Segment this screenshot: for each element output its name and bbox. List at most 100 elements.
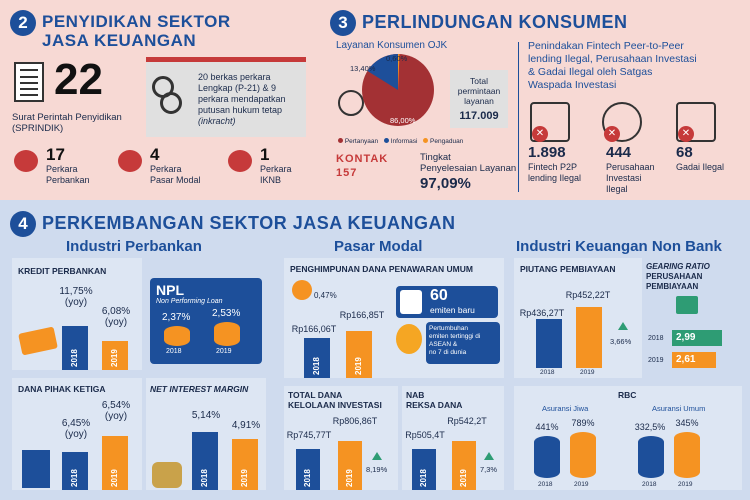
pie-label-informasi: 13,40% bbox=[350, 64, 376, 73]
handcuffs-icon-ring bbox=[160, 92, 182, 114]
emiten-value: 60 bbox=[430, 287, 448, 304]
legend-pertanyaan: Pertanyaan bbox=[344, 138, 379, 145]
legend-informasi: Informasi bbox=[390, 138, 418, 145]
penghimpunan-title: PENGHIMPUNAN DANA PENAWARAN UMUM bbox=[290, 264, 473, 274]
case-box: 20 berkas perkara Lengkap (P-21) & 9 per… bbox=[146, 57, 306, 137]
umbrella-icon bbox=[228, 150, 252, 172]
rbc-umum-2019-value: 345% bbox=[675, 418, 699, 428]
rbc-umum-2018-value: 332,5% bbox=[634, 422, 666, 432]
case-text-line2: Lengkap (P-21) & 9 bbox=[198, 83, 277, 93]
npl-title: NPL bbox=[156, 282, 184, 298]
section-4-title: PERKEMBANGAN SEKTOR JASA KEUANGAN bbox=[42, 213, 456, 233]
dpk-bar-2018-label: 2018 bbox=[70, 469, 79, 487]
illegal-fintech-label: Fintech P2P lending Ilegal bbox=[528, 162, 581, 184]
dpk-bar-2019-label: 2019 bbox=[110, 469, 119, 487]
stat-iknb-label: Perkara IKNB bbox=[260, 164, 292, 186]
gearing-year-2018: 2018 bbox=[648, 335, 664, 342]
panel-piutang: PIUTANG PEMBIAYAAN Rp436,27T Rp452,22T 2… bbox=[514, 258, 642, 378]
fintech-icon bbox=[530, 102, 570, 142]
kredit-2018-value-line1: 11,75% bbox=[59, 286, 93, 297]
nim-title: NET INTEREST MARGIN bbox=[150, 384, 249, 394]
penghimpunan-2019-value: Rp166,85T bbox=[339, 310, 385, 320]
rbc-jiwa-2019-value: 789% bbox=[571, 418, 595, 428]
gearing-year-2019: 2019 bbox=[648, 357, 664, 364]
tdki-title-line1: TOTAL DANA bbox=[288, 390, 343, 400]
rbc-umum-coin-2018 bbox=[638, 436, 664, 478]
emiten-box: 60 emiten baru bbox=[396, 286, 498, 318]
tdki-title: TOTAL DANA KELOLAAN INVESTASI bbox=[288, 390, 382, 410]
illegal-investasi-value: 444 bbox=[606, 144, 632, 161]
legend-dot-informasi bbox=[383, 138, 389, 143]
npl-2019-value: 2,53% bbox=[212, 308, 241, 319]
sprindik-label-line1: Surat Perintah Penyidikan bbox=[12, 112, 122, 123]
sprindik-label: Surat Perintah Penyidikan (SPRINDIK) bbox=[12, 112, 122, 134]
stat-pasar-modal-value: 4 bbox=[150, 145, 160, 164]
dpk-2018-value-line1: 6,45% bbox=[61, 418, 91, 429]
stat-iknb-label-line2: IKNB bbox=[260, 175, 282, 185]
kredit-2018-value-line2: (yoy) bbox=[64, 297, 88, 308]
illegal-investasi-label-line1: Perusahaan bbox=[606, 162, 655, 172]
total-layanan-box: Total permintaan layanan 117.009 bbox=[450, 70, 508, 128]
rbc-jiwa-label: Asuransi Jiwa bbox=[542, 404, 589, 413]
nab-bar-2019: 2019 bbox=[452, 441, 476, 490]
total-layanan-value: 117.009 bbox=[459, 110, 499, 122]
emiten-building-icon bbox=[400, 290, 422, 314]
kredit-title: KREDIT PERBANKAN bbox=[18, 266, 107, 276]
illegal-gadai-label: Gadai Ilegal bbox=[676, 162, 725, 172]
tdki-up-arrow-icon bbox=[372, 452, 382, 460]
growth-line2: emiten tertinggi di bbox=[429, 333, 481, 340]
piutang-year-2018: 2018 bbox=[540, 369, 555, 376]
legend-dot-pengaduan bbox=[423, 138, 429, 143]
kredit-bar-2019-label: 2019 bbox=[110, 349, 119, 367]
piutang-title: PIUTANG PEMBIAYAAN bbox=[520, 264, 616, 274]
gearing-title-line1: GEARING RATIO bbox=[646, 262, 710, 271]
layanan-title: Layanan Konsumen OJK bbox=[336, 40, 448, 51]
total-layanan-label-line2: permintaan bbox=[457, 86, 501, 96]
growth-line3: ASEAN & bbox=[429, 341, 458, 348]
panel-penghimpunan: PENGHIMPUNAN DANA PENAWARAN UMUM 0,47% R… bbox=[284, 258, 504, 378]
case-text-line3: perkara mendapatkan bbox=[198, 94, 286, 104]
npl-year-2019: 2019 bbox=[216, 348, 232, 355]
kredit-bar-2019: 2019 bbox=[102, 341, 128, 370]
sprindik-count: 22 bbox=[54, 55, 103, 104]
penindakan-line4: Waspada Investasi bbox=[528, 79, 617, 91]
kontak-value: 97,09% bbox=[420, 175, 471, 192]
panel-nim: NET INTEREST MARGIN 5,14% 4,91% 2018 201… bbox=[146, 378, 266, 490]
total-layanan-label: Total permintaan layanan bbox=[450, 76, 508, 106]
penghimpunan-bar-2019: 2019 bbox=[346, 331, 372, 378]
stat-pasar-modal-label: Perkara Pasar Modal bbox=[150, 164, 201, 186]
penghimpunan-bar-2019-label: 2019 bbox=[354, 357, 363, 375]
pawn-hand-icon bbox=[676, 102, 716, 142]
col-pasar-modal-title: Pasar Modal bbox=[334, 238, 423, 255]
emiten-label: emiten baru bbox=[430, 305, 475, 315]
tdki-bar-2019: 2019 bbox=[338, 441, 362, 490]
illegal-gadai-value: 68 bbox=[676, 144, 693, 161]
npl-subtitle: Non Performing Loan bbox=[156, 298, 223, 305]
penindakan-line3: & Gadai Ilegal oleh Satgas bbox=[528, 66, 653, 78]
stat-pasar-modal-label-line1: Perkara bbox=[150, 164, 182, 174]
rbc-umum-coin-2019 bbox=[674, 432, 700, 478]
growth-line4: no 7 di dunia bbox=[429, 349, 467, 356]
document-icon bbox=[14, 62, 44, 102]
illegal-investasi-label-line3: Ilegal bbox=[606, 184, 628, 194]
case-text-line1: 20 berkas perkara bbox=[198, 72, 271, 82]
npl-coin-stack-2019 bbox=[214, 322, 240, 346]
gearing-title-line3: PEMBIAYAAN bbox=[646, 282, 699, 291]
panel-nab: NAB REKSA DANA Rp505,4T Rp542,2T 2018 20… bbox=[402, 386, 504, 490]
nim-bar-2019-label: 2019 bbox=[240, 469, 249, 487]
fintech-x-icon: ✕ bbox=[532, 126, 548, 142]
kontak-logo: KONTAK 157 bbox=[336, 153, 389, 179]
legend-dot-pertanyaan bbox=[338, 138, 343, 143]
rbc-jiwa-year-2018: 2018 bbox=[538, 481, 553, 488]
chart-icon bbox=[118, 150, 142, 172]
total-layanan-label-line1: Total bbox=[470, 76, 488, 86]
illegal-investasi-label: Perusahaan Investasi Ilegal bbox=[606, 162, 655, 195]
sprindik-label-line2: (SPRINDIK) bbox=[12, 123, 64, 134]
nab-bar-2018-label: 2018 bbox=[419, 469, 428, 487]
kredit-2019-value: 6,08% (yoy) bbox=[96, 306, 136, 328]
pie-legend: Pertanyaan Informasi Pengaduan bbox=[338, 137, 463, 146]
illegal-fintech-value: 1.898 bbox=[528, 144, 566, 161]
nim-bar-2018: 2018 bbox=[192, 432, 218, 490]
section-3-title: PERLINDUNGAN KONSUMEN bbox=[362, 12, 628, 32]
penindakan-text: Penindakan Fintech Peer-to-Peer lending … bbox=[528, 40, 697, 92]
